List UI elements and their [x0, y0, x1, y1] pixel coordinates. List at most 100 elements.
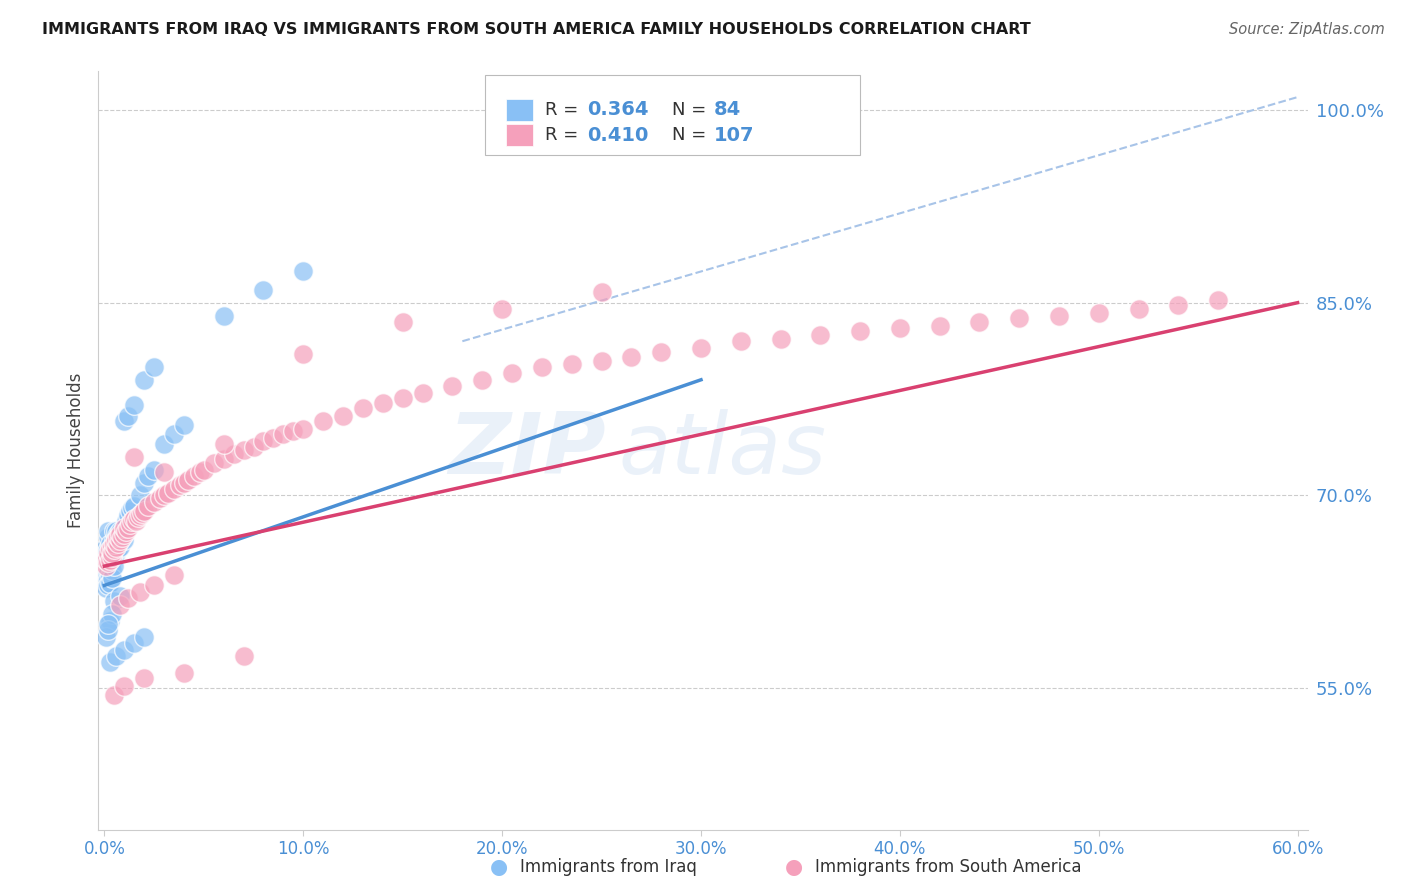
Point [122, 511, 145, 525]
Point [97, 542, 120, 557]
Point [97, 566, 120, 580]
Point [98, 568, 121, 582]
Point [690, 341, 713, 355]
Point [97, 578, 120, 592]
Point [96, 568, 118, 582]
Point [101, 571, 124, 585]
Point [1008, 311, 1031, 326]
Point [292, 347, 315, 361]
Point [112, 533, 135, 548]
Point [98, 542, 121, 557]
Point [101, 540, 124, 554]
Point [117, 508, 139, 522]
Text: Immigrants from Iraq: Immigrants from Iraq [520, 858, 697, 876]
Point [103, 524, 125, 539]
Point [173, 665, 195, 680]
Point [97, 559, 120, 574]
Point [153, 488, 176, 502]
Point [173, 417, 195, 432]
Point [107, 527, 129, 541]
Point [110, 524, 132, 539]
Point [283, 424, 305, 438]
Point [730, 334, 752, 349]
Point [149, 491, 172, 505]
Point [1087, 306, 1109, 320]
Point [1167, 298, 1189, 312]
Point [173, 475, 195, 490]
Point [97, 624, 120, 638]
Point [561, 357, 583, 371]
Point [103, 688, 125, 702]
Text: ZIP: ZIP [449, 409, 606, 492]
Point [97, 572, 120, 586]
Point [1206, 293, 1229, 307]
Text: IMMIGRANTS FROM IRAQ VS IMMIGRANTS FROM SOUTH AMERICA FAMILY HOUSEHOLDS CORRELAT: IMMIGRANTS FROM IRAQ VS IMMIGRANTS FROM … [42, 22, 1031, 37]
Point [112, 527, 135, 541]
Point [107, 533, 129, 548]
Point [121, 514, 143, 528]
Point [391, 315, 413, 329]
Point [111, 533, 134, 548]
Point [252, 283, 274, 297]
Point [98, 615, 121, 629]
Point [928, 318, 950, 333]
Point [163, 426, 186, 441]
Point [96, 559, 118, 574]
Point [96, 575, 118, 590]
Point [101, 540, 124, 554]
Point [103, 594, 125, 608]
Point [292, 422, 315, 436]
Point [96, 555, 118, 569]
Point [111, 527, 134, 541]
Point [97, 546, 120, 560]
Point [530, 359, 553, 374]
Point [312, 414, 335, 428]
Point [129, 508, 152, 522]
Text: ●: ● [786, 857, 803, 877]
Point [134, 504, 156, 518]
Text: 0.364: 0.364 [586, 101, 648, 120]
Point [441, 379, 464, 393]
Point [112, 414, 135, 428]
Point [96, 566, 118, 580]
Point [105, 530, 128, 544]
Point [143, 359, 166, 374]
Point [105, 524, 128, 539]
Point [98, 656, 121, 670]
Point [1128, 302, 1150, 317]
Point [134, 475, 156, 490]
Point [242, 440, 264, 454]
Text: 107: 107 [714, 126, 755, 145]
Text: R =: R = [544, 126, 583, 145]
Point [188, 465, 211, 479]
Point [169, 478, 191, 492]
Point [292, 263, 315, 277]
Point [849, 324, 872, 338]
Point [136, 469, 159, 483]
Point [501, 367, 523, 381]
Point [125, 514, 148, 528]
Point [112, 520, 135, 534]
Point [131, 507, 153, 521]
Point [103, 533, 125, 548]
Text: ●: ● [491, 857, 508, 877]
Point [650, 344, 672, 359]
Point [143, 495, 166, 509]
Point [252, 434, 274, 449]
Point [101, 550, 124, 565]
Point [115, 524, 138, 539]
Point [107, 542, 129, 557]
Point [769, 332, 792, 346]
Point [122, 499, 145, 513]
Point [103, 559, 125, 574]
Point [96, 546, 118, 560]
Point [371, 396, 394, 410]
Point [97, 530, 120, 544]
Point [96, 581, 118, 595]
Point [471, 373, 494, 387]
Point [262, 431, 284, 445]
Point [112, 520, 135, 534]
Point [232, 443, 254, 458]
Text: Source: ZipAtlas.com: Source: ZipAtlas.com [1229, 22, 1385, 37]
Point [591, 285, 613, 300]
